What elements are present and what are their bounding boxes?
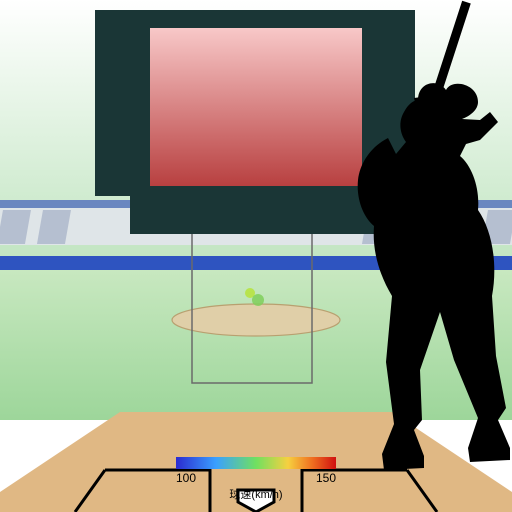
- legend-tick-max: 150: [316, 471, 336, 485]
- pitch-marker: [252, 294, 264, 306]
- legend-tick-min: 100: [176, 471, 196, 485]
- pitch-location-chart: [0, 0, 512, 512]
- legend-gradient-bar: [176, 457, 336, 469]
- speed-legend: 100 150 球速(km/h): [176, 457, 336, 502]
- legend-label: 球速(km/h): [176, 486, 336, 502]
